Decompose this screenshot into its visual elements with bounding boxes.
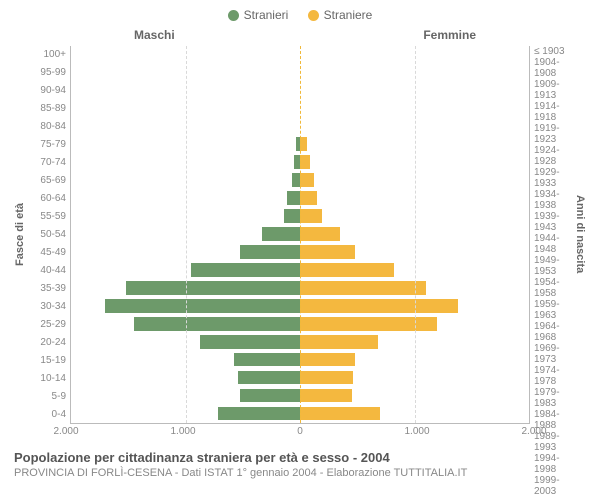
age-label: 15-19	[28, 352, 66, 370]
bar-female	[300, 227, 340, 241]
age-label: 20-24	[28, 334, 66, 352]
x-tick-label: 0	[297, 426, 303, 437]
bar-female	[300, 389, 352, 403]
age-label: 40-44	[28, 262, 66, 280]
y-axis-label-left: Fasce di età	[14, 46, 28, 424]
birth-year-label: ≤ 1903	[534, 46, 572, 57]
bar-male	[126, 281, 300, 295]
age-label: 50-54	[28, 226, 66, 244]
bar-female	[300, 245, 355, 259]
birth-year-label: 1929-1933	[534, 167, 572, 189]
bar-male	[262, 227, 300, 241]
age-labels: 100+95-9990-9485-8980-8475-7970-7465-696…	[28, 46, 70, 424]
bar-male	[200, 335, 300, 349]
bar-female	[300, 317, 437, 331]
birth-year-label: 1939-1943	[534, 211, 572, 233]
x-tick-label: 2.000	[521, 426, 546, 437]
x-tick-label: 1.000	[404, 426, 429, 437]
bar-male	[284, 209, 300, 223]
y-axis-label-right: Anni di nascita	[572, 46, 586, 424]
bar-male	[234, 353, 300, 367]
bar-male	[240, 389, 300, 403]
birth-year-label: 1949-1953	[534, 255, 572, 277]
legend-label-male: Stranieri	[244, 8, 289, 22]
pyramid-plot	[70, 46, 530, 424]
column-headers: Maschi Femmine	[14, 28, 586, 46]
bar-female	[300, 263, 394, 277]
age-label: 65-69	[28, 172, 66, 190]
bar-male	[191, 263, 300, 277]
bar-male	[134, 317, 300, 331]
birth-year-label: 1974-1978	[534, 365, 572, 387]
age-label: 60-64	[28, 190, 66, 208]
birth-year-labels: ≤ 19031904-19081909-19131914-19181919-19…	[530, 46, 572, 424]
legend-swatch-male	[228, 10, 239, 21]
age-label: 45-49	[28, 244, 66, 262]
legend-swatch-female	[308, 10, 319, 21]
header-female: Femmine	[423, 28, 476, 42]
chart-title: Popolazione per cittadinanza straniera p…	[14, 450, 586, 465]
bar-female	[300, 407, 380, 421]
legend-item-male: Stranieri	[228, 8, 289, 22]
bar-male	[105, 299, 300, 313]
age-label: 70-74	[28, 154, 66, 172]
age-label: 30-34	[28, 298, 66, 316]
bar-female	[300, 209, 322, 223]
bar-male	[292, 173, 300, 187]
grid-line	[186, 46, 187, 423]
birth-year-label: 1959-1963	[534, 299, 572, 321]
birth-year-label: 1904-1908	[534, 57, 572, 79]
age-label: 0-4	[28, 406, 66, 424]
chart-container: Stranieri Straniere Maschi Femmine Fasce…	[0, 0, 600, 500]
birth-year-label: 1944-1948	[534, 233, 572, 255]
birth-year-label: 1919-1923	[534, 123, 572, 145]
legend: Stranieri Straniere	[14, 8, 586, 24]
legend-item-female: Straniere	[308, 8, 373, 22]
age-label: 90-94	[28, 82, 66, 100]
age-label: 5-9	[28, 388, 66, 406]
birth-year-label: 1934-1938	[534, 189, 572, 211]
bar-female	[300, 335, 378, 349]
age-label: 10-14	[28, 370, 66, 388]
birth-year-label: 1999-2003	[534, 475, 572, 497]
birth-year-label: 1914-1918	[534, 101, 572, 123]
plot-area: Fasce di età 100+95-9990-9485-8980-8475-…	[14, 46, 586, 424]
center-line	[300, 46, 301, 423]
birth-year-label: 1924-1928	[534, 145, 572, 167]
grid-line	[415, 46, 416, 423]
age-label: 25-29	[28, 316, 66, 334]
footer: Popolazione per cittadinanza straniera p…	[14, 450, 586, 479]
birth-year-label: 1994-1998	[534, 453, 572, 475]
birth-year-label: 1969-1973	[534, 343, 572, 365]
chart-subtitle: PROVINCIA DI FORLÌ-CESENA - Dati ISTAT 1…	[14, 467, 586, 479]
bar-male	[240, 245, 300, 259]
birth-year-label: 1964-1968	[534, 321, 572, 343]
header-male: Maschi	[134, 28, 175, 42]
birth-year-label: 1979-1983	[534, 387, 572, 409]
bar-male	[287, 191, 300, 205]
bar-female	[300, 371, 353, 385]
bar-female	[300, 173, 314, 187]
age-label: 75-79	[28, 136, 66, 154]
bar-male	[218, 407, 300, 421]
age-label: 95-99	[28, 64, 66, 82]
bar-female	[300, 155, 310, 169]
x-tick-label: 2.000	[53, 426, 78, 437]
bar-female	[300, 353, 355, 367]
bar-female	[300, 281, 426, 295]
age-label: 100+	[28, 46, 66, 64]
bar-female	[300, 299, 458, 313]
x-axis: 2.0001.00001.0002.000	[66, 424, 534, 442]
birth-year-label: 1909-1913	[534, 79, 572, 101]
x-tick-label: 1.000	[170, 426, 195, 437]
legend-label-female: Straniere	[324, 8, 373, 22]
age-label: 35-39	[28, 280, 66, 298]
bar-female	[300, 137, 307, 151]
birth-year-label: 1954-1958	[534, 277, 572, 299]
age-label: 85-89	[28, 100, 66, 118]
bar-female	[300, 191, 317, 205]
age-label: 80-84	[28, 118, 66, 136]
bar-male	[238, 371, 300, 385]
age-label: 55-59	[28, 208, 66, 226]
